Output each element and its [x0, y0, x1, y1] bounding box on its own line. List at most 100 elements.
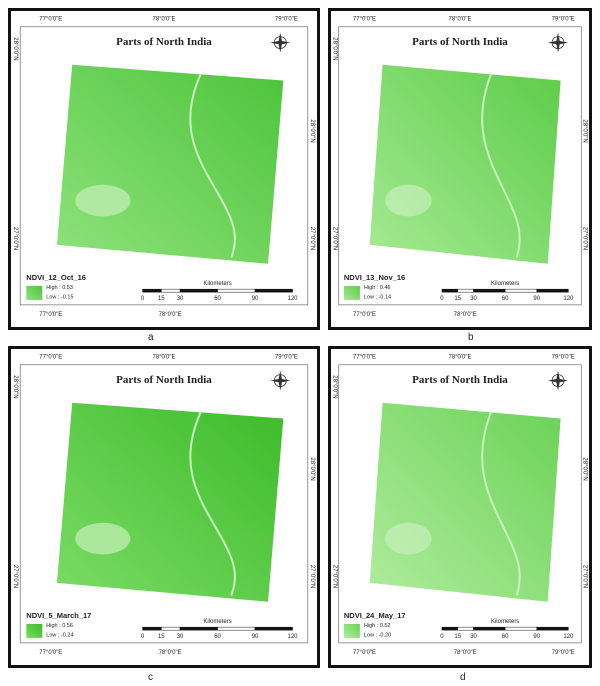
ndvi-raster — [57, 403, 283, 602]
left-coordinate: 28°0'0"N — [12, 375, 18, 398]
scale-segment — [442, 627, 458, 630]
ndvi-raster — [370, 403, 561, 602]
top-coordinate: 77°0'0"E — [353, 354, 376, 360]
scale-tick: 0 — [141, 634, 145, 640]
bottom-coordinate: 77°0'0"E — [39, 312, 62, 318]
legend-name: NDVI_5_March_17 — [26, 611, 91, 620]
urban-area — [75, 185, 130, 217]
ndvi-raster — [370, 65, 561, 264]
legend-swatch — [344, 624, 360, 638]
legend-name: NDVI_24_May_17 — [344, 611, 406, 620]
scale-tick: 0 — [141, 296, 145, 302]
bottom-coordinate: 77°0'0"E — [353, 650, 376, 656]
left-coordinate: 27°0'0"N — [12, 565, 18, 588]
right-coordinate: 28°0'0"N — [309, 457, 315, 480]
bottom-coordinate: 77°0'0"E — [353, 312, 376, 318]
legend-low: Low : -0.24 — [46, 632, 73, 638]
top-coordinate: 79°0'0"E — [552, 16, 575, 22]
scale-unit: Kilometers — [203, 281, 231, 287]
left-coordinate: 28°0'0"N — [331, 375, 337, 398]
compass-star — [548, 33, 568, 53]
scale-tick: 60 — [214, 296, 221, 302]
map: 77°0'0"E78°0'0"E79°0'0"E77°0'0"E78°0'0"E… — [11, 11, 317, 327]
map-title: Parts of North India — [412, 36, 508, 48]
urban-area — [385, 523, 431, 555]
bottom-coordinate: 78°0'0"E — [159, 650, 182, 656]
bottom-coordinate: 77°0'0"E — [39, 650, 62, 656]
scale-tick: 90 — [533, 634, 540, 640]
top-coordinate: 77°0'0"E — [39, 16, 62, 22]
bottom-coordinate: 78°0'0"E — [159, 312, 182, 318]
right-coordinate: 28°0'0"N — [582, 457, 588, 480]
scale-segment — [161, 289, 180, 292]
top-coordinate: 78°0'0"E — [448, 16, 471, 22]
scale-segment — [505, 289, 537, 292]
right-coordinate: 27°0'0"N — [309, 227, 315, 250]
scale-segment — [180, 289, 217, 292]
left-coordinate: 27°0'0"N — [12, 227, 18, 250]
top-coordinate: 79°0'0"E — [552, 354, 575, 360]
scale-tick: 120 — [288, 296, 299, 302]
scale-unit: Kilometers — [491, 619, 519, 625]
left-coordinate: 28°0'0"N — [331, 37, 337, 60]
right-coordinate: 28°0'0"N — [582, 119, 588, 142]
top-coordinate: 78°0'0"E — [152, 354, 175, 360]
scale-tick: 0 — [440, 634, 444, 640]
map-title: Parts of North India — [116, 374, 212, 386]
bottom-coordinate: 78°0'0"E — [454, 312, 477, 318]
right-coordinate: 27°0'0"N — [582, 565, 588, 588]
top-coordinate: 79°0'0"E — [275, 16, 298, 22]
compass-star — [270, 371, 290, 391]
legend-low: Low : -0.14 — [364, 294, 391, 300]
scale-tick: 15 — [454, 634, 461, 640]
scale-tick: 90 — [252, 296, 259, 302]
scale-segment — [458, 627, 474, 630]
scale-tick: 15 — [454, 296, 461, 302]
legend-name: NDVI_13_Nov_16 — [344, 273, 405, 282]
scale-segment — [218, 627, 255, 630]
scale-tick: 120 — [563, 634, 574, 640]
scale-segment — [255, 627, 292, 630]
legend-high: High : 0.53 — [46, 285, 73, 291]
scale-segment — [180, 627, 217, 630]
scale-tick: 60 — [502, 296, 509, 302]
scale-segment — [143, 627, 162, 630]
scale-tick: 15 — [158, 296, 165, 302]
scale-segment — [474, 627, 506, 630]
scale-segment — [474, 289, 506, 292]
scale-tick: 30 — [177, 634, 184, 640]
scale-segment — [255, 289, 292, 292]
scale-tick: 90 — [252, 634, 259, 640]
page: {"panels": [ {"caption": "a", "title": "… — [0, 0, 600, 686]
compass-star — [270, 33, 290, 53]
scale-tick: 60 — [214, 634, 221, 640]
legend-high: High : 0.46 — [364, 285, 391, 291]
compass-star — [548, 371, 568, 391]
bottom-coordinate: 79°0'0"E — [552, 650, 575, 656]
left-coordinate: 27°0'0"N — [331, 565, 337, 588]
scale-segment — [218, 289, 255, 292]
top-coordinate: 79°0'0"E — [275, 354, 298, 360]
scale-tick: 30 — [470, 634, 477, 640]
caption: b — [468, 332, 474, 343]
scale-segment — [505, 627, 537, 630]
right-coordinate: 27°0'0"N — [582, 227, 588, 250]
bottom-coordinate: 78°0'0"E — [454, 650, 477, 656]
caption: c — [148, 672, 153, 683]
scale-segment — [143, 289, 162, 292]
left-coordinate: 28°0'0"N — [12, 37, 18, 60]
scale-tick: 90 — [533, 296, 540, 302]
right-coordinate: 27°0'0"N — [309, 565, 315, 588]
scale-tick: 15 — [158, 634, 165, 640]
scale-segment — [537, 289, 569, 292]
legend-high: High : 0.52 — [364, 623, 391, 629]
legend-swatch — [26, 624, 42, 638]
ndvi-raster — [57, 65, 283, 264]
